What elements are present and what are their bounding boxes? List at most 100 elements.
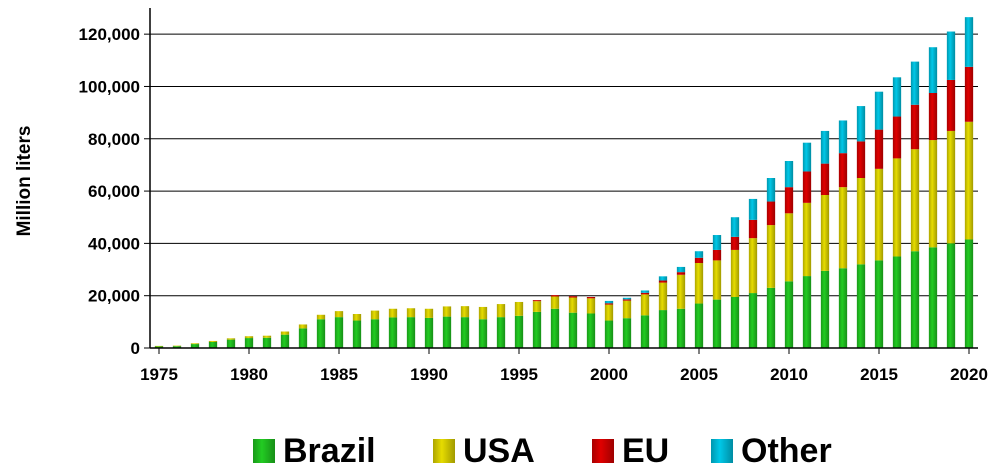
bar-segment-eu-2017 bbox=[910, 104, 920, 150]
bar-segment-brazil-1978 bbox=[208, 341, 218, 348]
bar-segment-eu-2004 bbox=[676, 272, 686, 275]
bar-segment-usa-1987 bbox=[370, 310, 380, 320]
bar-segment-usa-1989 bbox=[406, 308, 416, 318]
y-tick-label: 0 bbox=[131, 339, 140, 358]
bar-segment-brazil-1987 bbox=[370, 319, 380, 348]
bar-segment-usa-1996 bbox=[532, 301, 542, 312]
bar-segment-brazil-1989 bbox=[406, 317, 416, 348]
bar-segment-brazil-2005 bbox=[694, 303, 704, 348]
bar-segment-usa-1999 bbox=[586, 298, 596, 314]
bar-segment-brazil-1998 bbox=[568, 312, 578, 348]
bar-segment-brazil-1988 bbox=[388, 317, 398, 348]
y-tick-label: 60,000 bbox=[88, 182, 140, 201]
bar-segment-brazil-2015 bbox=[874, 260, 884, 348]
bar-segment-other-2017 bbox=[910, 61, 920, 105]
bar-segment-usa-2004 bbox=[676, 274, 686, 309]
axes: 0 20,000 40,000 60,000 80,000 100,000 120,000 1… bbox=[79, 8, 988, 384]
y-tick-label: 80,000 bbox=[88, 130, 140, 149]
bar-segment-brazil-2001 bbox=[622, 318, 632, 348]
bar-segment-brazil-1980 bbox=[244, 338, 254, 348]
bar-segment-usa-1976 bbox=[172, 345, 182, 347]
bar-segment-brazil-1981 bbox=[262, 337, 272, 348]
bar-segment-brazil-2010 bbox=[784, 281, 794, 348]
y-tick-label: 120,000 bbox=[79, 25, 140, 44]
legend-label-usa: USA bbox=[463, 432, 535, 470]
bar-segment-usa-1975 bbox=[154, 345, 164, 347]
bar-segment-other-2012 bbox=[820, 130, 830, 164]
bar-segment-usa-2010 bbox=[784, 213, 794, 282]
bar-segment-other-2018 bbox=[928, 47, 938, 93]
bar-segment-eu-2008 bbox=[748, 219, 758, 239]
gridlines bbox=[150, 33, 978, 297]
bar-segment-other-2019 bbox=[946, 31, 956, 80]
bar-segment-usa-1997 bbox=[550, 296, 560, 309]
bar-segment-usa-1977 bbox=[190, 343, 200, 345]
bar-segment-other-2003 bbox=[658, 276, 668, 281]
bar-segment-brazil-1992 bbox=[460, 317, 470, 348]
bar-segment-usa-1978 bbox=[208, 340, 218, 342]
bar-segment-usa-2018 bbox=[928, 140, 938, 248]
bar-segment-usa-1994 bbox=[496, 304, 506, 318]
bar-segment-other-2014 bbox=[856, 106, 866, 142]
x-tick-label: 1975 bbox=[140, 365, 178, 384]
bar-segment-brazil-2016 bbox=[892, 256, 902, 348]
bar-segment-other-2001 bbox=[622, 297, 632, 300]
bar-segment-eu-2013 bbox=[838, 153, 848, 188]
bar-segment-usa-2009 bbox=[766, 225, 776, 288]
x-tick-label: 2000 bbox=[590, 365, 628, 384]
x-tick-label: 2005 bbox=[680, 365, 718, 384]
bar-segment-brazil-2008 bbox=[748, 293, 758, 348]
y-axis-title: Million liters bbox=[14, 126, 35, 237]
bar-segment-usa-1980 bbox=[244, 336, 254, 339]
bar-segment-eu-2011 bbox=[802, 171, 812, 203]
bar-segment-usa-2014 bbox=[856, 178, 866, 265]
bar-segment-other-2016 bbox=[892, 77, 902, 117]
bar-segment-eu-2005 bbox=[694, 257, 704, 263]
legend-label-brazil: Brazil bbox=[283, 432, 376, 470]
bar-segment-brazil-2011 bbox=[802, 276, 812, 348]
bar-segment-eu-1996 bbox=[532, 300, 542, 302]
legend-label-eu: EU bbox=[622, 432, 669, 470]
bar-segment-usa-1993 bbox=[478, 306, 488, 320]
bar-segment-eu-2020 bbox=[964, 66, 974, 122]
bar-segment-usa-1983 bbox=[298, 324, 308, 329]
bar-segment-eu-1999 bbox=[586, 297, 596, 299]
bar-segment-other-2015 bbox=[874, 91, 884, 130]
bar-segment-eu-2007 bbox=[730, 236, 740, 250]
bar-segment-usa-2001 bbox=[622, 300, 632, 319]
bar-segment-brazil-2000 bbox=[604, 320, 614, 348]
bar-segment-usa-1979 bbox=[226, 338, 236, 340]
bar-segment-usa-1998 bbox=[568, 297, 578, 313]
bar-segment-brazil-2006 bbox=[712, 299, 722, 348]
bar-segment-brazil-2013 bbox=[838, 268, 848, 348]
bar-segment-eu-2014 bbox=[856, 141, 866, 178]
bar-segment-brazil-1995 bbox=[514, 315, 524, 348]
bar-segment-usa-2007 bbox=[730, 249, 740, 297]
bar-segment-usa-1988 bbox=[388, 308, 398, 318]
bar-segment-other-2008 bbox=[748, 198, 758, 220]
bar-segment-other-2005 bbox=[694, 251, 704, 258]
y-tick-label: 40,000 bbox=[88, 234, 140, 253]
legend: Brazil USA EU Other bbox=[253, 432, 832, 470]
bar-segment-eu-1998 bbox=[568, 296, 578, 298]
legend-label-other: Other bbox=[741, 432, 832, 470]
bar-segment-brazil-2003 bbox=[658, 310, 668, 348]
bar-segment-usa-1995 bbox=[514, 301, 524, 316]
bar-segment-brazil-2014 bbox=[856, 264, 866, 348]
bar-segment-brazil-1999 bbox=[586, 313, 596, 348]
bar-segment-eu-2010 bbox=[784, 187, 794, 214]
bar-segment-brazil-1977 bbox=[190, 344, 200, 348]
bar-segment-brazil-1985 bbox=[334, 317, 344, 348]
bar-segment-eu-2002 bbox=[640, 292, 650, 295]
bar-segment-other-2002 bbox=[640, 290, 650, 293]
bar-segment-brazil-2018 bbox=[928, 247, 938, 348]
bar-segment-other-2020 bbox=[964, 17, 974, 67]
bar-segment-brazil-2012 bbox=[820, 270, 830, 348]
bar-segment-other-2004 bbox=[676, 266, 686, 273]
bar-segment-usa-2005 bbox=[694, 263, 704, 304]
bar-segment-eu-2003 bbox=[658, 280, 668, 283]
bar-segment-usa-2006 bbox=[712, 260, 722, 300]
bar-segment-usa-1991 bbox=[442, 306, 452, 317]
bar-segment-usa-2011 bbox=[802, 202, 812, 277]
